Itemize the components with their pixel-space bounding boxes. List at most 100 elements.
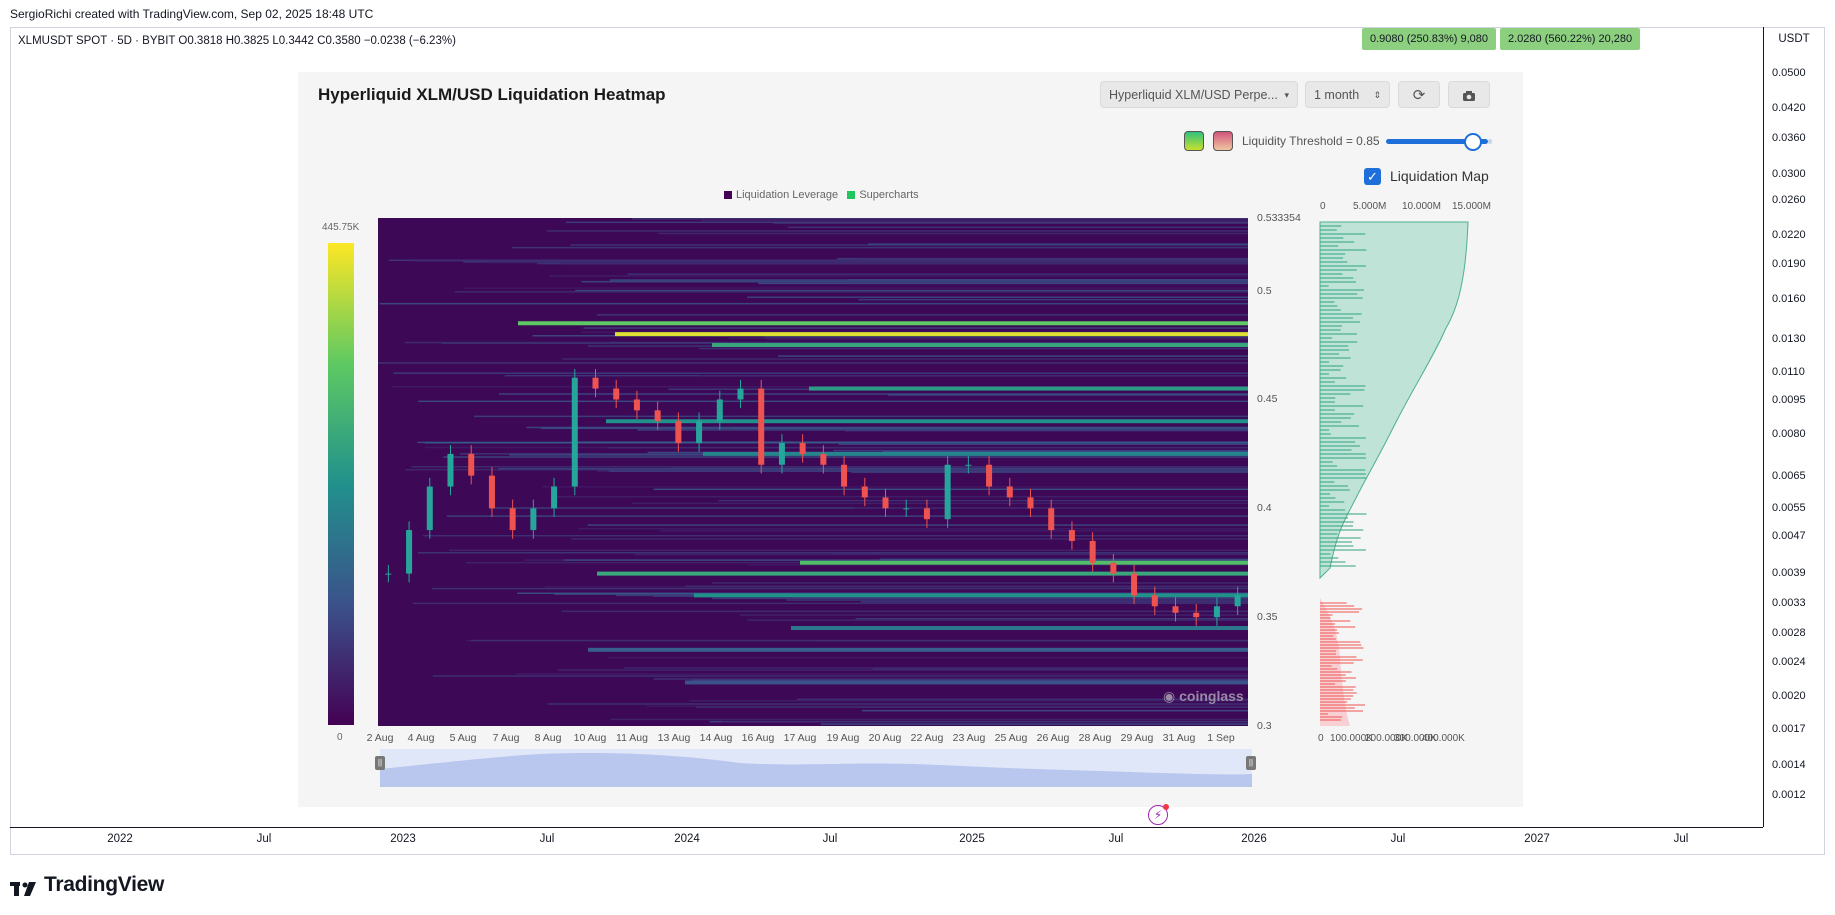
price-candle — [1193, 612, 1200, 618]
time-axis[interactable] — [10, 827, 1763, 856]
watermark-text: coinglass — [1179, 688, 1244, 704]
heatmap-stripe — [838, 443, 1248, 446]
threshold-slider-knob[interactable] — [1463, 133, 1482, 151]
heatmap-band — [809, 386, 1248, 391]
heatmap-stripe — [765, 338, 1248, 340]
navigator-left-handle[interactable]: || — [375, 756, 385, 770]
heatmap-stripe — [718, 499, 1248, 502]
price-tick: 0.0260 — [1772, 194, 1806, 206]
heatmap-stripe — [690, 679, 1248, 681]
tradingview-logo[interactable]: TradingView — [10, 873, 164, 897]
price-candle — [509, 508, 516, 531]
side-bottom-tick: 100.000K — [1330, 733, 1373, 744]
heatmap-stripe — [542, 486, 1248, 488]
heatmap-x-tick: 8 Aug — [534, 732, 562, 744]
time-tick: 2024 — [674, 833, 700, 845]
heatmap-band — [712, 343, 1248, 348]
heatmap-stripe — [888, 394, 1248, 396]
price-candle — [1131, 573, 1138, 596]
heatmap-plot[interactable] — [378, 218, 1248, 726]
heatmap-stripe — [653, 488, 1248, 491]
heatmap-stripe — [411, 466, 1248, 468]
chart-frame — [10, 27, 1825, 855]
heatmap-stripe — [758, 282, 1248, 285]
heatmap-stripe — [454, 291, 1248, 293]
price-candle — [882, 497, 889, 509]
threshold-slider-track[interactable] — [1386, 139, 1488, 144]
chevron-updown-icon: ⇕ — [1373, 90, 1381, 100]
time-tick: Jul — [1390, 833, 1406, 845]
price-tick: 0.0065 — [1772, 470, 1806, 482]
heatmap-stripe — [721, 721, 1248, 723]
heatmap-stripe — [393, 372, 1248, 374]
heatmap-y-tick: 0.533354 — [1257, 212, 1301, 224]
side-top-tick: 15.000M — [1452, 201, 1491, 212]
legend-label: Liquidation Leverage — [736, 189, 839, 201]
chevron-down-icon: ▾ — [1284, 90, 1289, 100]
heatmap-stripe — [711, 582, 1248, 584]
navigator-area — [380, 753, 1252, 787]
heatmap-stripe — [571, 538, 1248, 540]
threshold-slider-rest[interactable] — [1488, 139, 1492, 144]
heatmap-stripe — [670, 467, 1248, 469]
price-range-badge-left: 0.9080 (250.83%) 9,080 — [1362, 28, 1497, 50]
heatmap-stripe — [632, 218, 1248, 220]
heatmap-x-tick: 23 Aug — [952, 732, 986, 744]
legend-item-supercharts[interactable]: Supercharts — [847, 189, 919, 201]
price-range-badge-left-text: 0.9080 (250.83%) 9,080 — [1370, 33, 1489, 45]
price-tick: 0.0039 — [1772, 567, 1806, 579]
heatmap-band — [606, 419, 1248, 424]
price-candle — [592, 377, 599, 389]
refresh-button[interactable]: ⟳ — [1398, 81, 1440, 108]
price-tick: 0.0360 — [1772, 132, 1806, 144]
red-color-scheme-button[interactable] — [1213, 131, 1233, 151]
heatmap-stripe — [610, 718, 1248, 721]
price-candle — [716, 399, 723, 422]
price-tick: 0.0033 — [1772, 597, 1806, 609]
time-navigator[interactable] — [380, 749, 1252, 787]
heatmap-stripe — [658, 232, 1248, 235]
heatmap-stripe — [418, 400, 1248, 403]
heatmap-band — [694, 593, 1248, 598]
heatmap-stripe — [413, 260, 1248, 262]
heatmap-x-tick: 19 Aug — [826, 732, 860, 744]
heatmap-stripe — [581, 331, 1248, 333]
currency-label[interactable]: USDT — [1778, 33, 1810, 45]
price-candle — [1006, 486, 1013, 498]
range-select[interactable]: 1 month ⇕ — [1305, 81, 1390, 108]
price-tick: 0.0080 — [1772, 428, 1806, 440]
heatmap-stripe — [653, 678, 1248, 680]
price-candle — [758, 388, 765, 465]
flash-icon[interactable]: ⚡ — [1148, 804, 1169, 825]
camera-icon — [1463, 90, 1475, 101]
heatmap-band — [597, 571, 1248, 576]
heatmap-stripe — [561, 610, 1248, 613]
heatmap-stripe — [607, 446, 1248, 449]
pair-select[interactable]: Hyperliquid XLM/USD Perpe... ▾ — [1100, 81, 1298, 108]
price-candle — [1089, 540, 1096, 563]
chart-legend: Liquidation Leverage Supercharts — [724, 189, 919, 201]
colorbar-min-label: 0 — [337, 732, 343, 743]
price-range-badge-right-text: 2.0280 (560.22%) 20,280 — [1508, 33, 1633, 45]
heatmap-stripe — [788, 226, 1248, 228]
navigator-right-handle[interactable]: || — [1246, 756, 1256, 770]
price-tick: 0.0055 — [1772, 502, 1806, 514]
heatmap-stripe — [747, 619, 1248, 621]
heatmap-stripe — [564, 559, 1248, 561]
heatmap-stripe — [550, 495, 1248, 498]
symbol-ohlc-line: XLMUSDT SPOT · 5D · BYBIT O0.3818 H0.382… — [18, 35, 456, 47]
side-red-bars — [1320, 602, 1366, 721]
side-top-tick: 5.000M — [1353, 201, 1387, 212]
pair-select-value: Hyperliquid XLM/USD Perpe... — [1109, 88, 1278, 102]
time-tick: 2025 — [959, 833, 985, 845]
heatmap-stripe — [578, 527, 1248, 530]
price-axis[interactable] — [1763, 27, 1826, 827]
price-candle — [468, 453, 475, 476]
liquidation-map-checkbox[interactable]: ✓ — [1364, 168, 1381, 185]
screenshot-button[interactable] — [1448, 81, 1490, 108]
legend-item-leverage[interactable]: Liquidation Leverage — [724, 189, 838, 201]
heatmap-stripe — [405, 468, 1248, 471]
heatmap-x-tick: 1 Sep — [1207, 732, 1235, 744]
green-color-scheme-button[interactable] — [1184, 131, 1204, 151]
price-tick: 0.0047 — [1772, 530, 1806, 542]
